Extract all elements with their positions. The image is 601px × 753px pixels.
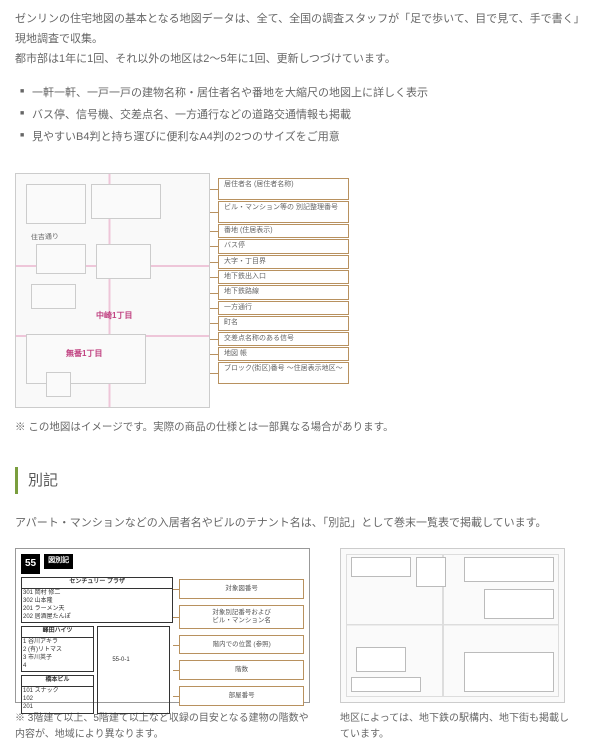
legend-item: 居住者名 (居住者名称) xyxy=(218,178,349,200)
legend-item: 番地 (住居表示) xyxy=(218,224,349,238)
bekki-caption-left: ※ 3階建て以上、5階建て以上など収録の目安となる建物の階数や内容が、地域により… xyxy=(15,711,315,743)
bekki-block-rows: 301 岡村 修二 302 山本隆 201 ラーメン天 202 居酒屋たんぽ xyxy=(22,589,172,622)
legend-item: 町名 xyxy=(218,316,349,330)
map-chome-label: 無番1丁目 xyxy=(66,347,102,361)
bekki-intro: アパート・マンションなどの入居者名やビルのテナント名は、「別記」として巻末一覧表… xyxy=(15,514,586,534)
bekki-figure-title: 図別記 xyxy=(44,554,73,569)
intro-paragraph: ゼンリンの住宅地図の基本となる地図データは、全て、全国の調査スタッフが「足で歩い… xyxy=(15,10,586,69)
sample-map-image: 住吉通り 中崎1丁目 無番1丁目 xyxy=(15,173,210,408)
feature-item: 見やすいB4判と持ち運びに便利なA4判の2つのサイズをご用意 xyxy=(20,128,586,148)
bekki-tag: 階内での位置 (参照) xyxy=(179,635,304,655)
legend-item: ビル・マンション等の 別記整理番号 xyxy=(218,201,349,223)
map-legend: 居住者名 (居住者名称) ビル・マンション等の 別記整理番号 番地 (住居表示)… xyxy=(218,173,349,385)
legend-item: 地下鉄路線 xyxy=(218,285,349,299)
map-caption: ※ この地図はイメージです。実際の商品の仕様とは一部異なる場合があります。 xyxy=(15,418,586,437)
feature-item: バス停、信号機、交差点名、一方通行などの道路交通情報も掲載 xyxy=(20,106,586,126)
legend-item: 一方通行 xyxy=(218,301,349,315)
bekki-tag: 部屋番号 xyxy=(179,686,304,706)
intro-line-1: ゼンリンの住宅地図の基本となる地図データは、全て、全国の調査スタッフが「足で歩い… xyxy=(15,13,585,45)
legend-item: ブロック(街区)番号 ～住居表示地区～ xyxy=(218,362,349,384)
legend-item: 地図 帳 xyxy=(218,347,349,361)
map-chome-label: 中崎1丁目 xyxy=(96,309,132,323)
map-section: 住吉通り 中崎1丁目 無番1丁目 居住者名 (居住者名称) ビル・マンション等の… xyxy=(15,173,586,437)
bekki-block-rows: 1 谷川アキラ 2 (有)リトマス 3 市川英子 4 xyxy=(22,638,93,671)
bekki-tag: 階数 xyxy=(179,660,304,680)
legend-item: 地下鉄出入口 xyxy=(218,270,349,284)
legend-item: 大字・丁目界 xyxy=(218,255,349,269)
bekki-tag: 対象別記番号およびビル・マンション名 xyxy=(179,605,304,629)
bekki-figure-number: 55 xyxy=(21,554,40,574)
map-road-label: 住吉通り xyxy=(31,231,59,245)
bekki-columns: 55 図別記 センチュリー プラザ 301 岡村 修二 302 山本隆 201 … xyxy=(15,548,586,743)
bekki-caption-right: 地区によっては、地下鉄の駅構内、地下街も掲載しています。 xyxy=(340,711,570,743)
legend-item: バス停 xyxy=(218,239,349,253)
bekki-right-column: 地区によっては、地下鉄の駅構内、地下街も掲載しています。 xyxy=(340,548,570,743)
bekki-addr: 55-0-1 xyxy=(112,655,129,666)
legend-item: 交差点名称のある信号 xyxy=(218,332,349,346)
bekki-left-column: 55 図別記 センチュリー プラザ 301 岡村 修二 302 山本隆 201 … xyxy=(15,548,315,743)
bekki-block-head: 峰田ハイツ xyxy=(22,627,93,638)
bekki-tag: 対象図番号 xyxy=(179,579,304,599)
section-heading-bekki: 別記 xyxy=(15,467,586,494)
bekki-figure: 55 図別記 センチュリー プラザ 301 岡村 修二 302 山本隆 201 … xyxy=(15,548,310,703)
feature-item: 一軒一軒、一戸一戸の建物名称・居住者名や番地を大縮尺の地図上に詳しく表示 xyxy=(20,84,586,104)
bekki-block-head: 橋本ビル xyxy=(22,676,93,687)
intro-line-2: 都市部は1年に1回、それ以外の地区は2～5年に1回、更新しつづけています。 xyxy=(15,53,396,65)
feature-list: 一軒一軒、一戸一戸の建物名称・居住者名や番地を大縮尺の地図上に詳しく表示 バス停… xyxy=(15,84,586,147)
underground-map-image xyxy=(340,548,565,703)
bekki-block-head: センチュリー プラザ xyxy=(22,578,172,589)
